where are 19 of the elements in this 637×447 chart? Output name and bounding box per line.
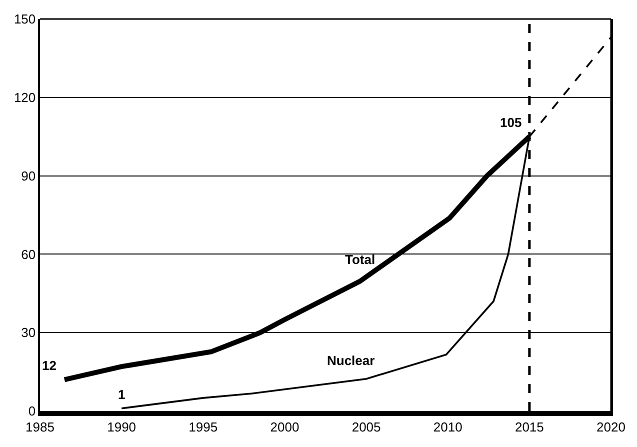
y-tick-label: 0 <box>28 404 36 419</box>
annotation: 105 <box>500 115 522 130</box>
y-tick-label: 60 <box>21 246 36 262</box>
x-tick-label: 1995 <box>188 420 218 435</box>
annotation: 1 <box>118 387 126 402</box>
x-tick-label: 2000 <box>270 420 300 435</box>
x-tick-label: 1985 <box>26 420 54 435</box>
y-tick-label: 150 <box>14 12 36 27</box>
series-label: Total <box>345 252 376 267</box>
y-tick-label: 30 <box>21 325 36 340</box>
x-tick-label: 2005 <box>352 420 381 435</box>
annotation: 12 <box>42 358 56 373</box>
y-tick-label: 90 <box>21 168 36 184</box>
x-tick-label: 2015 <box>514 420 544 435</box>
x-tick-label: 2020 <box>596 420 626 435</box>
x-tick-label: 1990 <box>107 420 136 435</box>
x-tick-label: 2010 <box>433 420 462 435</box>
series-label: Nuclear <box>327 353 375 368</box>
y-tick-label: 120 <box>14 90 36 105</box>
